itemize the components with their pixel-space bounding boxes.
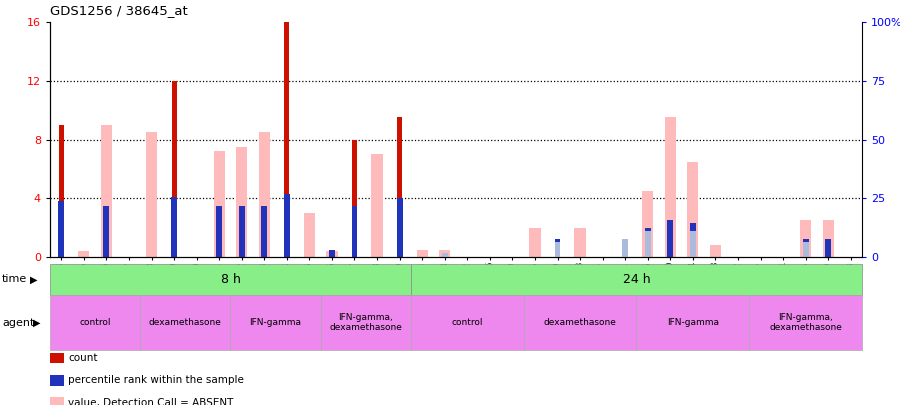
Text: dexamethasone: dexamethasone [148, 318, 221, 327]
Bar [803, 242, 808, 257]
Text: percentile rank within the sample: percentile rank within the sample [68, 375, 244, 385]
Bar [642, 191, 653, 257]
Bar [284, 194, 290, 257]
Bar [50, 264, 411, 295]
Bar [554, 242, 561, 257]
Text: dexamethasone: dexamethasone [544, 318, 617, 327]
Bar [171, 197, 177, 257]
Text: IFN-gamma: IFN-gamma [667, 318, 719, 327]
Bar [411, 264, 862, 295]
Text: IFN-gamma,
dexamethasone: IFN-gamma, dexamethasone [329, 313, 402, 332]
Bar [397, 198, 402, 257]
Bar [636, 295, 749, 350]
Bar [690, 230, 696, 257]
Bar [230, 295, 320, 350]
Text: control: control [79, 318, 111, 327]
Bar [417, 249, 428, 257]
Bar [78, 251, 89, 257]
Text: value, Detection Call = ABSENT: value, Detection Call = ABSENT [68, 398, 233, 405]
Bar [58, 125, 64, 257]
Bar [803, 239, 808, 257]
Bar [372, 154, 382, 257]
Bar [825, 239, 831, 257]
Bar [236, 147, 248, 257]
Bar [710, 245, 721, 257]
Text: ▶: ▶ [30, 275, 38, 284]
Bar [411, 295, 524, 350]
Bar [524, 295, 636, 350]
Bar [529, 228, 541, 257]
Bar [823, 220, 833, 257]
Bar [258, 132, 270, 257]
Bar [146, 132, 158, 257]
Bar [140, 295, 230, 350]
Text: GDS1256 / 38645_at: GDS1256 / 38645_at [50, 4, 188, 17]
Bar [327, 251, 338, 257]
Bar [261, 206, 267, 257]
Bar [439, 249, 450, 257]
Bar [320, 295, 411, 350]
Text: IFN-gamma,
dexamethasone: IFN-gamma, dexamethasone [770, 313, 842, 332]
Bar [329, 249, 335, 257]
Bar [749, 295, 862, 350]
Bar [352, 206, 357, 257]
Bar [101, 125, 112, 257]
Bar [284, 22, 289, 257]
Bar [644, 230, 651, 257]
Text: control: control [452, 318, 483, 327]
Text: time: time [2, 275, 27, 284]
Bar [690, 223, 696, 257]
Bar [304, 213, 315, 257]
Bar [442, 253, 447, 257]
Bar [574, 228, 586, 257]
Text: count: count [68, 353, 97, 363]
Bar [238, 206, 245, 257]
Bar [800, 220, 811, 257]
Bar [397, 117, 402, 257]
Text: 8 h: 8 h [220, 273, 240, 286]
Bar [216, 206, 222, 257]
Text: ▶: ▶ [33, 318, 40, 328]
Text: 24 h: 24 h [623, 273, 651, 286]
Bar [352, 139, 357, 257]
Bar [622, 239, 628, 257]
Bar [50, 295, 140, 350]
Bar [213, 151, 225, 257]
Bar [172, 81, 176, 257]
Bar [644, 228, 651, 257]
Bar [664, 117, 676, 257]
Bar [104, 206, 109, 257]
Bar [667, 220, 673, 257]
Text: agent: agent [2, 318, 34, 328]
Bar [58, 201, 64, 257]
Bar [688, 162, 698, 257]
Text: IFN-gamma: IFN-gamma [249, 318, 302, 327]
Bar [554, 239, 561, 257]
